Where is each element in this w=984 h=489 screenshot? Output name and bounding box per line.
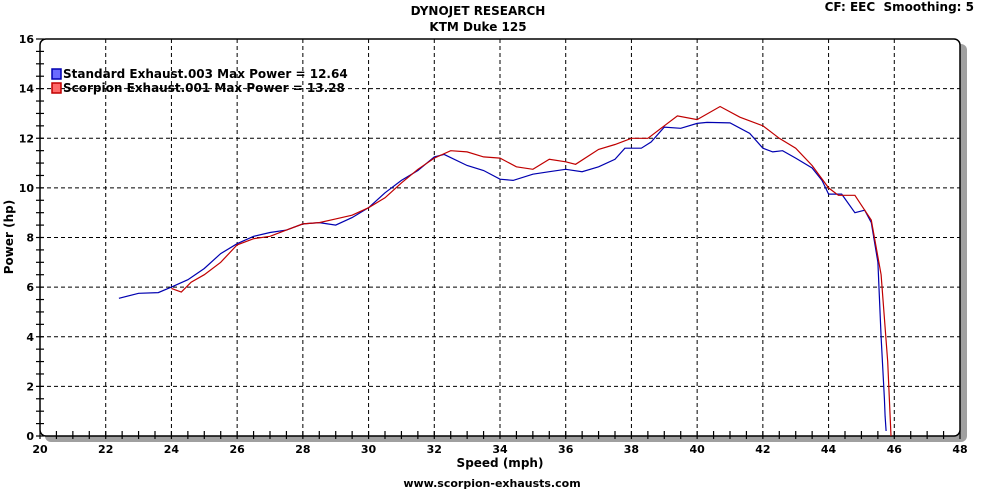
- x-tick-label: 32: [427, 443, 442, 456]
- x-tick-label: 48: [952, 443, 967, 456]
- x-tick-label: 38: [624, 443, 639, 456]
- y-tick-label: 0: [26, 430, 34, 443]
- x-tick-label: 26: [229, 443, 245, 456]
- x-tick-label: 36: [558, 443, 574, 456]
- x-tick-label: 20: [32, 443, 48, 456]
- x-tick-label: 40: [689, 443, 705, 456]
- legend-swatch-1: [51, 82, 62, 94]
- series-line-0: [118, 121, 887, 432]
- x-tick-label: 42: [755, 443, 770, 456]
- x-tick-label: 46: [887, 443, 903, 456]
- legend-entry-0: Standard Exhaust.003 Max Power = 12.64: [63, 67, 348, 81]
- x-tick-label: 34: [492, 443, 508, 456]
- legend-entry-1: Scorpion Exhaust.001 Max Power = 13.28: [63, 81, 345, 95]
- y-tick-label: 14: [19, 83, 35, 96]
- y-tick-label: 8: [26, 232, 34, 245]
- y-tick-label: 12: [19, 132, 34, 145]
- legend-swatch-0: [51, 68, 62, 80]
- x-tick-label: 44: [821, 443, 837, 456]
- x-tick-label: 30: [361, 443, 377, 456]
- y-tick-label: 6: [26, 281, 34, 294]
- x-tick-label: 24: [164, 443, 180, 456]
- series-line-1: [171, 105, 892, 437]
- x-axis-label: Speed (mph): [457, 456, 544, 470]
- y-axis-label: Power (hp): [2, 200, 16, 274]
- corner-note: CF: EEC Smoothing: 5: [825, 0, 974, 14]
- chart-title: DYNOJET RESEARCH: [411, 4, 546, 18]
- y-tick-label: 2: [26, 380, 34, 393]
- y-tick-label: 10: [19, 182, 35, 195]
- chart-subtitle: KTM Duke 125: [429, 20, 526, 34]
- y-tick-label: 4: [26, 331, 34, 344]
- x-tick-label: 28: [295, 443, 310, 456]
- y-tick-label: 16: [19, 33, 35, 46]
- x-tick-label: 22: [98, 443, 113, 456]
- footer-url: www.scorpion-exhausts.com: [403, 477, 580, 489]
